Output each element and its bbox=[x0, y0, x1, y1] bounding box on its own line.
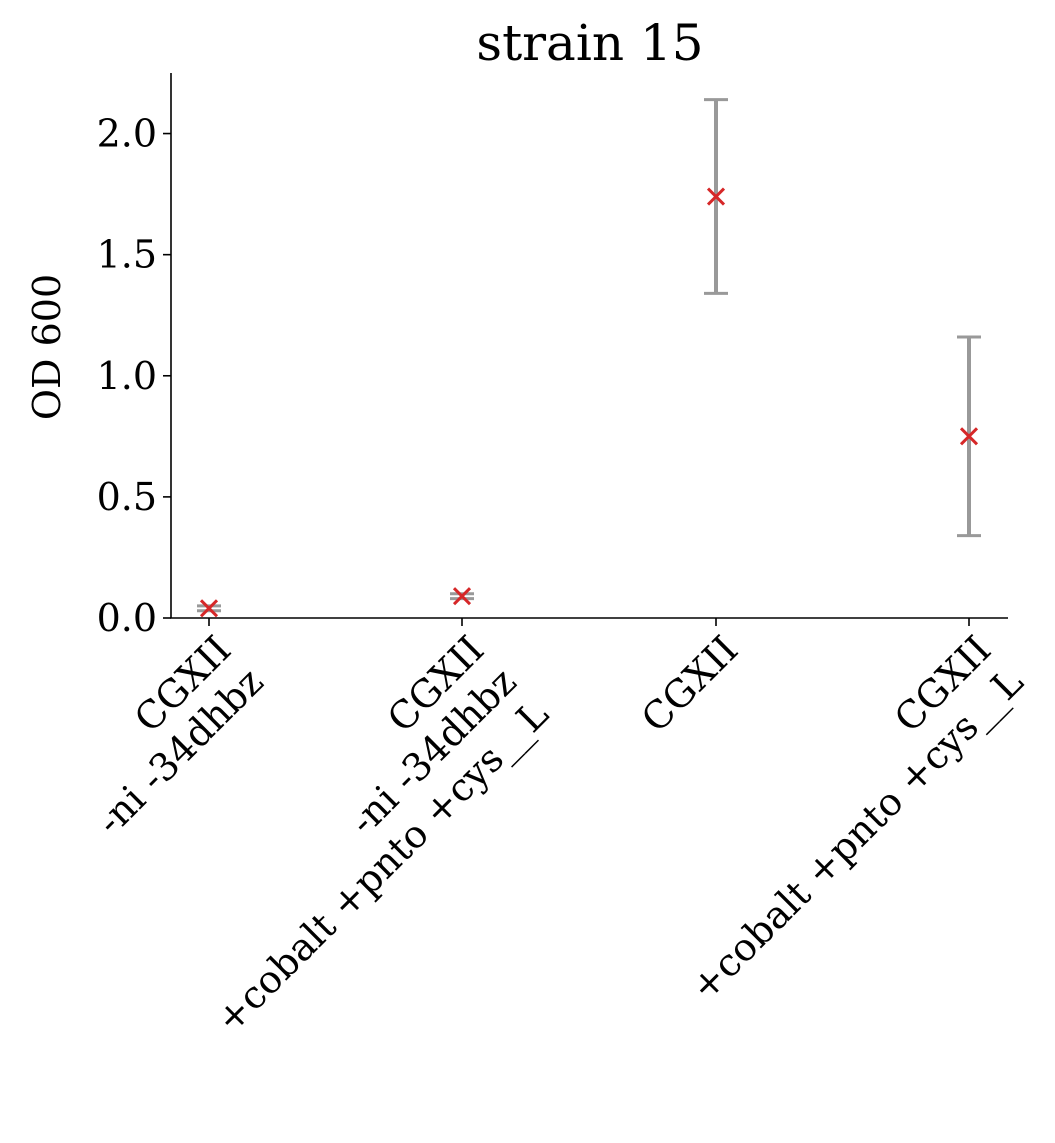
x-ticks bbox=[208, 618, 970, 626]
svg-text:CGXII-ni -34dhbz: CGXII-ni -34dhbz bbox=[56, 627, 272, 843]
y-tick-label: 0.5 bbox=[97, 475, 157, 519]
svg-text:CGXII: CGXII bbox=[633, 627, 747, 741]
y-tick-label: 0.0 bbox=[97, 596, 157, 640]
x-tick-label: CGXII bbox=[633, 627, 747, 741]
y-tick-label: 1.5 bbox=[97, 233, 157, 277]
category-labels: CGXII-ni -34dhbz CGXII-ni -34dhbz+cobalt … bbox=[56, 627, 1033, 1043]
y-tick-label: 1.0 bbox=[97, 354, 157, 398]
y-ticks: 0.0 0.5 1.0 1.5 2.0 bbox=[97, 112, 171, 640]
x-tick-label-line: CGXII bbox=[633, 627, 747, 741]
x-tick-label-line: +cobalt +pnto +cys__L bbox=[682, 659, 1033, 1010]
y-axis-label: OD 600 bbox=[25, 274, 69, 420]
data-point bbox=[959, 427, 979, 446]
chart-title: strain 15 bbox=[476, 14, 703, 72]
data-point bbox=[706, 187, 726, 206]
x-tick-label: CGXII-ni -34dhbz bbox=[56, 627, 272, 843]
x-tick-label-line: +cobalt +pnto +cys__L bbox=[207, 692, 558, 1043]
data-point bbox=[199, 599, 219, 618]
y-tick-label: 2.0 bbox=[97, 112, 157, 156]
data-point bbox=[452, 587, 472, 606]
error-bars bbox=[197, 98, 981, 613]
data-markers bbox=[199, 187, 979, 618]
